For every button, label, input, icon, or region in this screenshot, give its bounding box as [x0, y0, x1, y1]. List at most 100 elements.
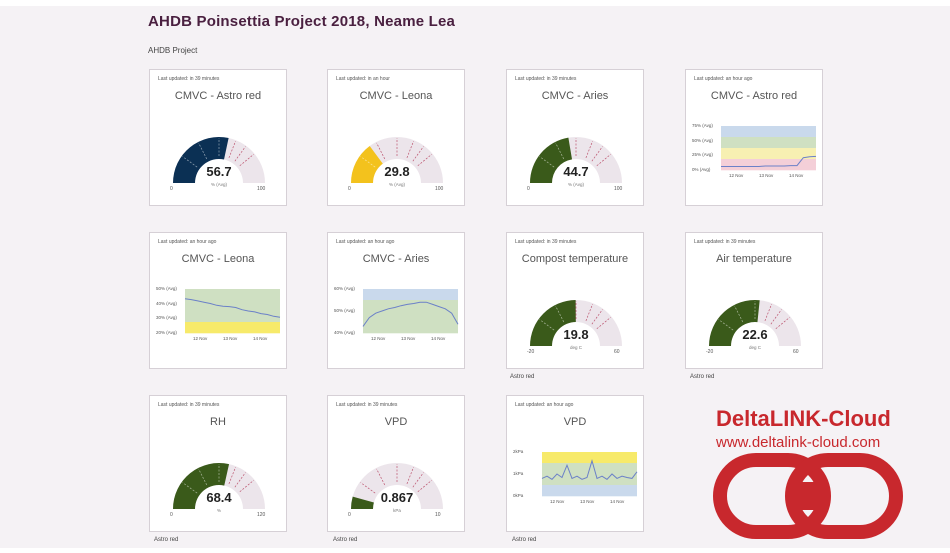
gauge-tick [734, 305, 744, 323]
below-label: Astro red [510, 374, 535, 380]
gauge-arc [709, 300, 801, 346]
bottom-strip [0, 548, 950, 553]
chain-link-icon [713, 453, 903, 539]
x-tick-label: 13 Nov [759, 173, 774, 178]
below-label: Astro red [154, 537, 179, 543]
gauge-card[interactable]: Last updated: in 39 minutes CMVC - Astro … [149, 69, 287, 206]
gauge-card[interactable]: Last updated: in 39 minutes Air temperatu… [685, 232, 823, 369]
gauge-tick [182, 156, 198, 168]
card-title: CMVC - Leona [181, 253, 255, 265]
gauge-min-label: -20 [706, 349, 714, 355]
y-tick-label: 50% (Avg) [156, 286, 177, 291]
gauge-arc [351, 137, 443, 183]
logo-title: DeltaLINK-Cloud [716, 406, 891, 431]
gauge-arc [351, 463, 443, 509]
x-tick-label: 13 Nov [223, 336, 238, 341]
line-chart [362, 289, 459, 334]
gauge-min-label: 0 [170, 186, 173, 192]
last-updated-text: Last updated: an hour ago [158, 239, 217, 245]
y-tick-label: 0kPa [513, 493, 524, 498]
gauge-fill [530, 300, 576, 346]
card-title: VPD [384, 416, 408, 428]
gauge-unit: deg C [569, 345, 582, 350]
gauge-value: 22.6 [742, 327, 768, 342]
chart-card[interactable]: Last updated: an hour ago CMVC - Leona 50%… [149, 232, 287, 369]
chart-band [363, 322, 458, 334]
chart-card[interactable]: Last updated: an hour ago VPD 2kPa 1kPa 0kPa… [506, 395, 644, 532]
gauge-arc [530, 137, 622, 183]
gauge-tick [770, 309, 782, 325]
gauge-unit: % (Avg) [389, 182, 405, 187]
gauge-tick [412, 146, 424, 162]
gauge-unit: % (Avg) [211, 182, 227, 187]
gauge-arc [173, 137, 265, 183]
gauge-tick [239, 154, 254, 167]
gauge-tick [417, 480, 432, 493]
gauge-card[interactable]: Last updated: in an hour CMVC - Leona 29.8… [327, 69, 465, 206]
chart-series-line [362, 301, 459, 327]
gauge-tick [239, 480, 254, 493]
gauge-tick [412, 472, 424, 488]
gauge-tick [591, 146, 603, 162]
x-tick-label: 13 Nov [580, 499, 595, 504]
last-updated-text: Last updated: in 39 minutes [515, 239, 577, 245]
gauge-unit: % [216, 508, 221, 513]
gauge-max-label: 100 [257, 186, 266, 192]
x-tick-label: 12 Nov [371, 336, 386, 341]
chart-band [721, 126, 816, 138]
gauge-tick [417, 154, 432, 167]
y-tick-label: 0% (Avg) [692, 167, 711, 172]
card-title: CMVC - Aries [362, 253, 430, 265]
chart-band [542, 452, 637, 464]
x-tick-label: 12 Nov [550, 499, 565, 504]
gauge-tick [406, 467, 414, 485]
gauge-tick [555, 305, 565, 323]
top-strip [0, 0, 950, 6]
x-tick-label: 12 Nov [193, 336, 208, 341]
gauge-fill [709, 300, 760, 346]
gauge-card[interactable]: Last updated: in 39 minutes Compost tempe… [506, 232, 644, 369]
gauge-value: 19.8 [563, 327, 589, 342]
logo-url: www.deltalink-cloud.com [716, 434, 881, 451]
gauge-card[interactable]: Last updated: in 39 minutes CMVC - Aries 4… [506, 69, 644, 206]
gauge-tick [234, 472, 246, 488]
y-tick-label: 75% (Avg) [692, 123, 713, 128]
line-chart [721, 126, 817, 171]
last-updated-text: Last updated: in an hour [336, 76, 390, 82]
gauge-min-label: 0 [348, 186, 351, 192]
gauge-value: 0.867 [380, 490, 414, 505]
card-title: Compost temperature [521, 253, 629, 265]
chart-band [721, 137, 816, 149]
gauge-card[interactable]: Last updated: in 39 minutes RH 68.4% 0 120 [149, 395, 287, 532]
chart-series-line [541, 459, 638, 480]
gauge-unit: deg C [748, 345, 761, 350]
gauge-max-label: 120 [257, 512, 266, 518]
gauge-fill [351, 496, 374, 509]
gauge-value: 44.7 [563, 164, 589, 179]
gauge-unit: % (Avg) [568, 182, 584, 187]
last-updated-text: Last updated: in 39 minutes [158, 402, 220, 408]
last-updated-text: Last updated: an hour ago [515, 402, 574, 408]
below-label: Astro red [690, 374, 715, 380]
card-title: Air temperature [716, 253, 792, 265]
gauge-value: 68.4 [206, 490, 232, 505]
last-updated-text: Last updated: in 39 minutes [694, 239, 756, 245]
card-title: CMVC - Leona [359, 90, 433, 102]
x-tick-label: 14 Nov [431, 336, 446, 341]
chart-card[interactable]: Last updated: an hour ago CMVC - Aries 60%… [327, 232, 465, 369]
gauge-fill [530, 137, 573, 183]
gauge-tick [198, 142, 208, 160]
chart-card[interactable]: Last updated: an hour ago CMVC - Astro re… [685, 69, 823, 206]
card-title: RH [210, 416, 226, 428]
gauge-arc [530, 300, 622, 346]
chart-band [185, 322, 280, 334]
y-tick-label: 25% (Avg) [692, 152, 713, 158]
gauge-tick [234, 146, 246, 162]
gauge-tick [775, 317, 790, 330]
gauge-tick [376, 142, 386, 160]
last-updated-text: Last updated: in 39 minutes [515, 76, 577, 82]
gauge-card[interactable]: Last updated: in 39 minutes VPD 0.867 kPa 0 1… [327, 395, 465, 532]
last-updated-text: Last updated: an hour ago [694, 76, 753, 82]
chart-band [721, 159, 816, 171]
y-tick-label: 40% (Avg) [156, 300, 177, 306]
